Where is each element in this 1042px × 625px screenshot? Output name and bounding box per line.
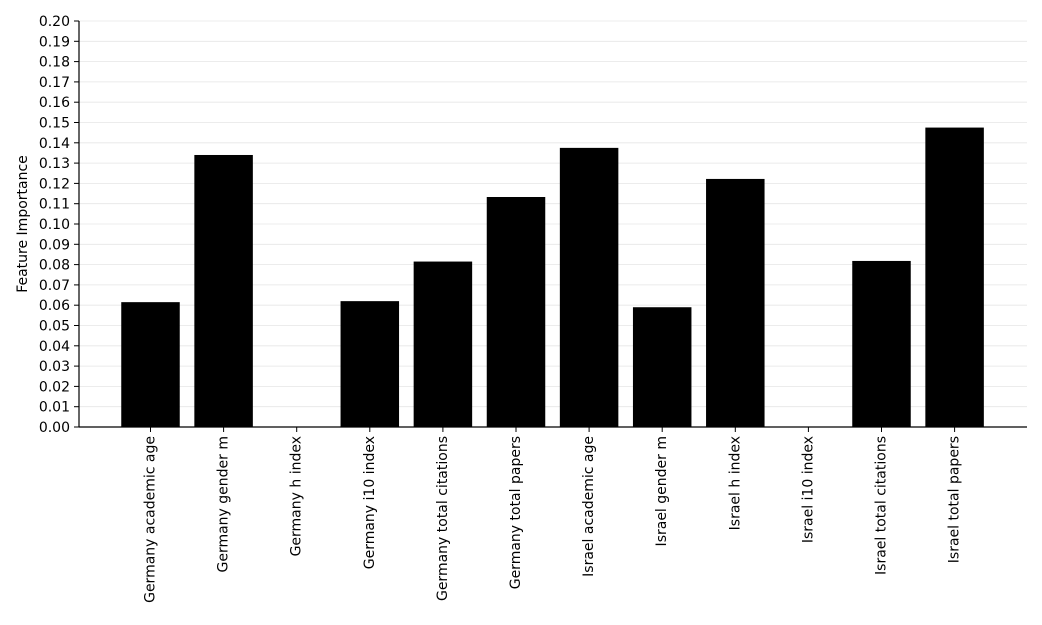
y-tick-label: 0.15 — [39, 116, 70, 132]
bar-israel-h-index — [706, 178, 765, 427]
y-tick-label: 0.02 — [39, 379, 70, 395]
y-tick-label: 0.19 — [39, 34, 70, 50]
bar-germany-gender-m — [194, 154, 253, 428]
x-tick-label: Germany total citations — [435, 436, 451, 601]
y-tick-label: 0.14 — [39, 136, 70, 152]
y-tick-label: 0.11 — [39, 197, 70, 213]
y-tick-label: 0.18 — [39, 55, 70, 71]
y-tick-label: 0.17 — [39, 75, 70, 91]
bar-germany-academic-age — [121, 302, 180, 427]
y-tick-label: 0.04 — [39, 339, 70, 355]
y-tick-label: 0.13 — [39, 156, 70, 172]
x-tick-label: Germany i10 index — [362, 436, 378, 569]
bar-germany-total-papers — [486, 197, 546, 427]
x-tick-label: Israel i10 index — [800, 436, 816, 543]
y-tick-label: 0.03 — [39, 359, 70, 375]
bar-israel-gender-m — [632, 307, 692, 427]
bar-israel-academic-age — [559, 147, 619, 427]
y-tick-label: 0.06 — [39, 298, 70, 314]
x-tick-label: Germany total papers — [508, 436, 524, 589]
y-ticks: 0.00 0.01 0.02 0.03 0.04 0.05 0.06 0.07 0.08 0.09… — [39, 14, 79, 436]
x-tick-label: Germany h index — [289, 436, 305, 556]
x-tick-label: Israel total papers — [947, 436, 963, 563]
y-tick-label: 0.09 — [39, 237, 70, 253]
y-axis-title: Feature Importance — [15, 155, 31, 293]
x-tick-label: Germany academic age — [143, 436, 159, 603]
y-tick-label: 0.01 — [39, 400, 70, 416]
bar-israel-total-papers — [925, 127, 984, 427]
x-tick-label: Israel h index — [727, 436, 743, 530]
x-tick-label: Israel total citations — [874, 436, 890, 575]
y-tick-label: 0.07 — [39, 278, 70, 294]
y-tick-label: 0.16 — [39, 95, 70, 111]
y-tick-label: 0.10 — [39, 217, 70, 233]
x-tick-label: Israel gender m — [654, 436, 670, 546]
y-tick-label: 0.20 — [39, 14, 70, 30]
bar-germany-total-citations — [413, 261, 473, 427]
bar-germany-i10-index — [340, 301, 400, 427]
y-tick-label: 0.00 — [39, 420, 70, 436]
y-tick-label: 0.08 — [39, 258, 70, 274]
bar-israel-total-citations — [852, 260, 911, 427]
x-tick-label: Israel academic age — [581, 436, 597, 577]
x-tick-label: Germany gender m — [216, 436, 232, 573]
bars-layer — [121, 127, 984, 428]
y-tick-label: 0.12 — [39, 176, 70, 192]
x-ticks: Germany academic age Germany gender m Germ… — [143, 427, 963, 603]
y-tick-label: 0.05 — [39, 319, 70, 335]
